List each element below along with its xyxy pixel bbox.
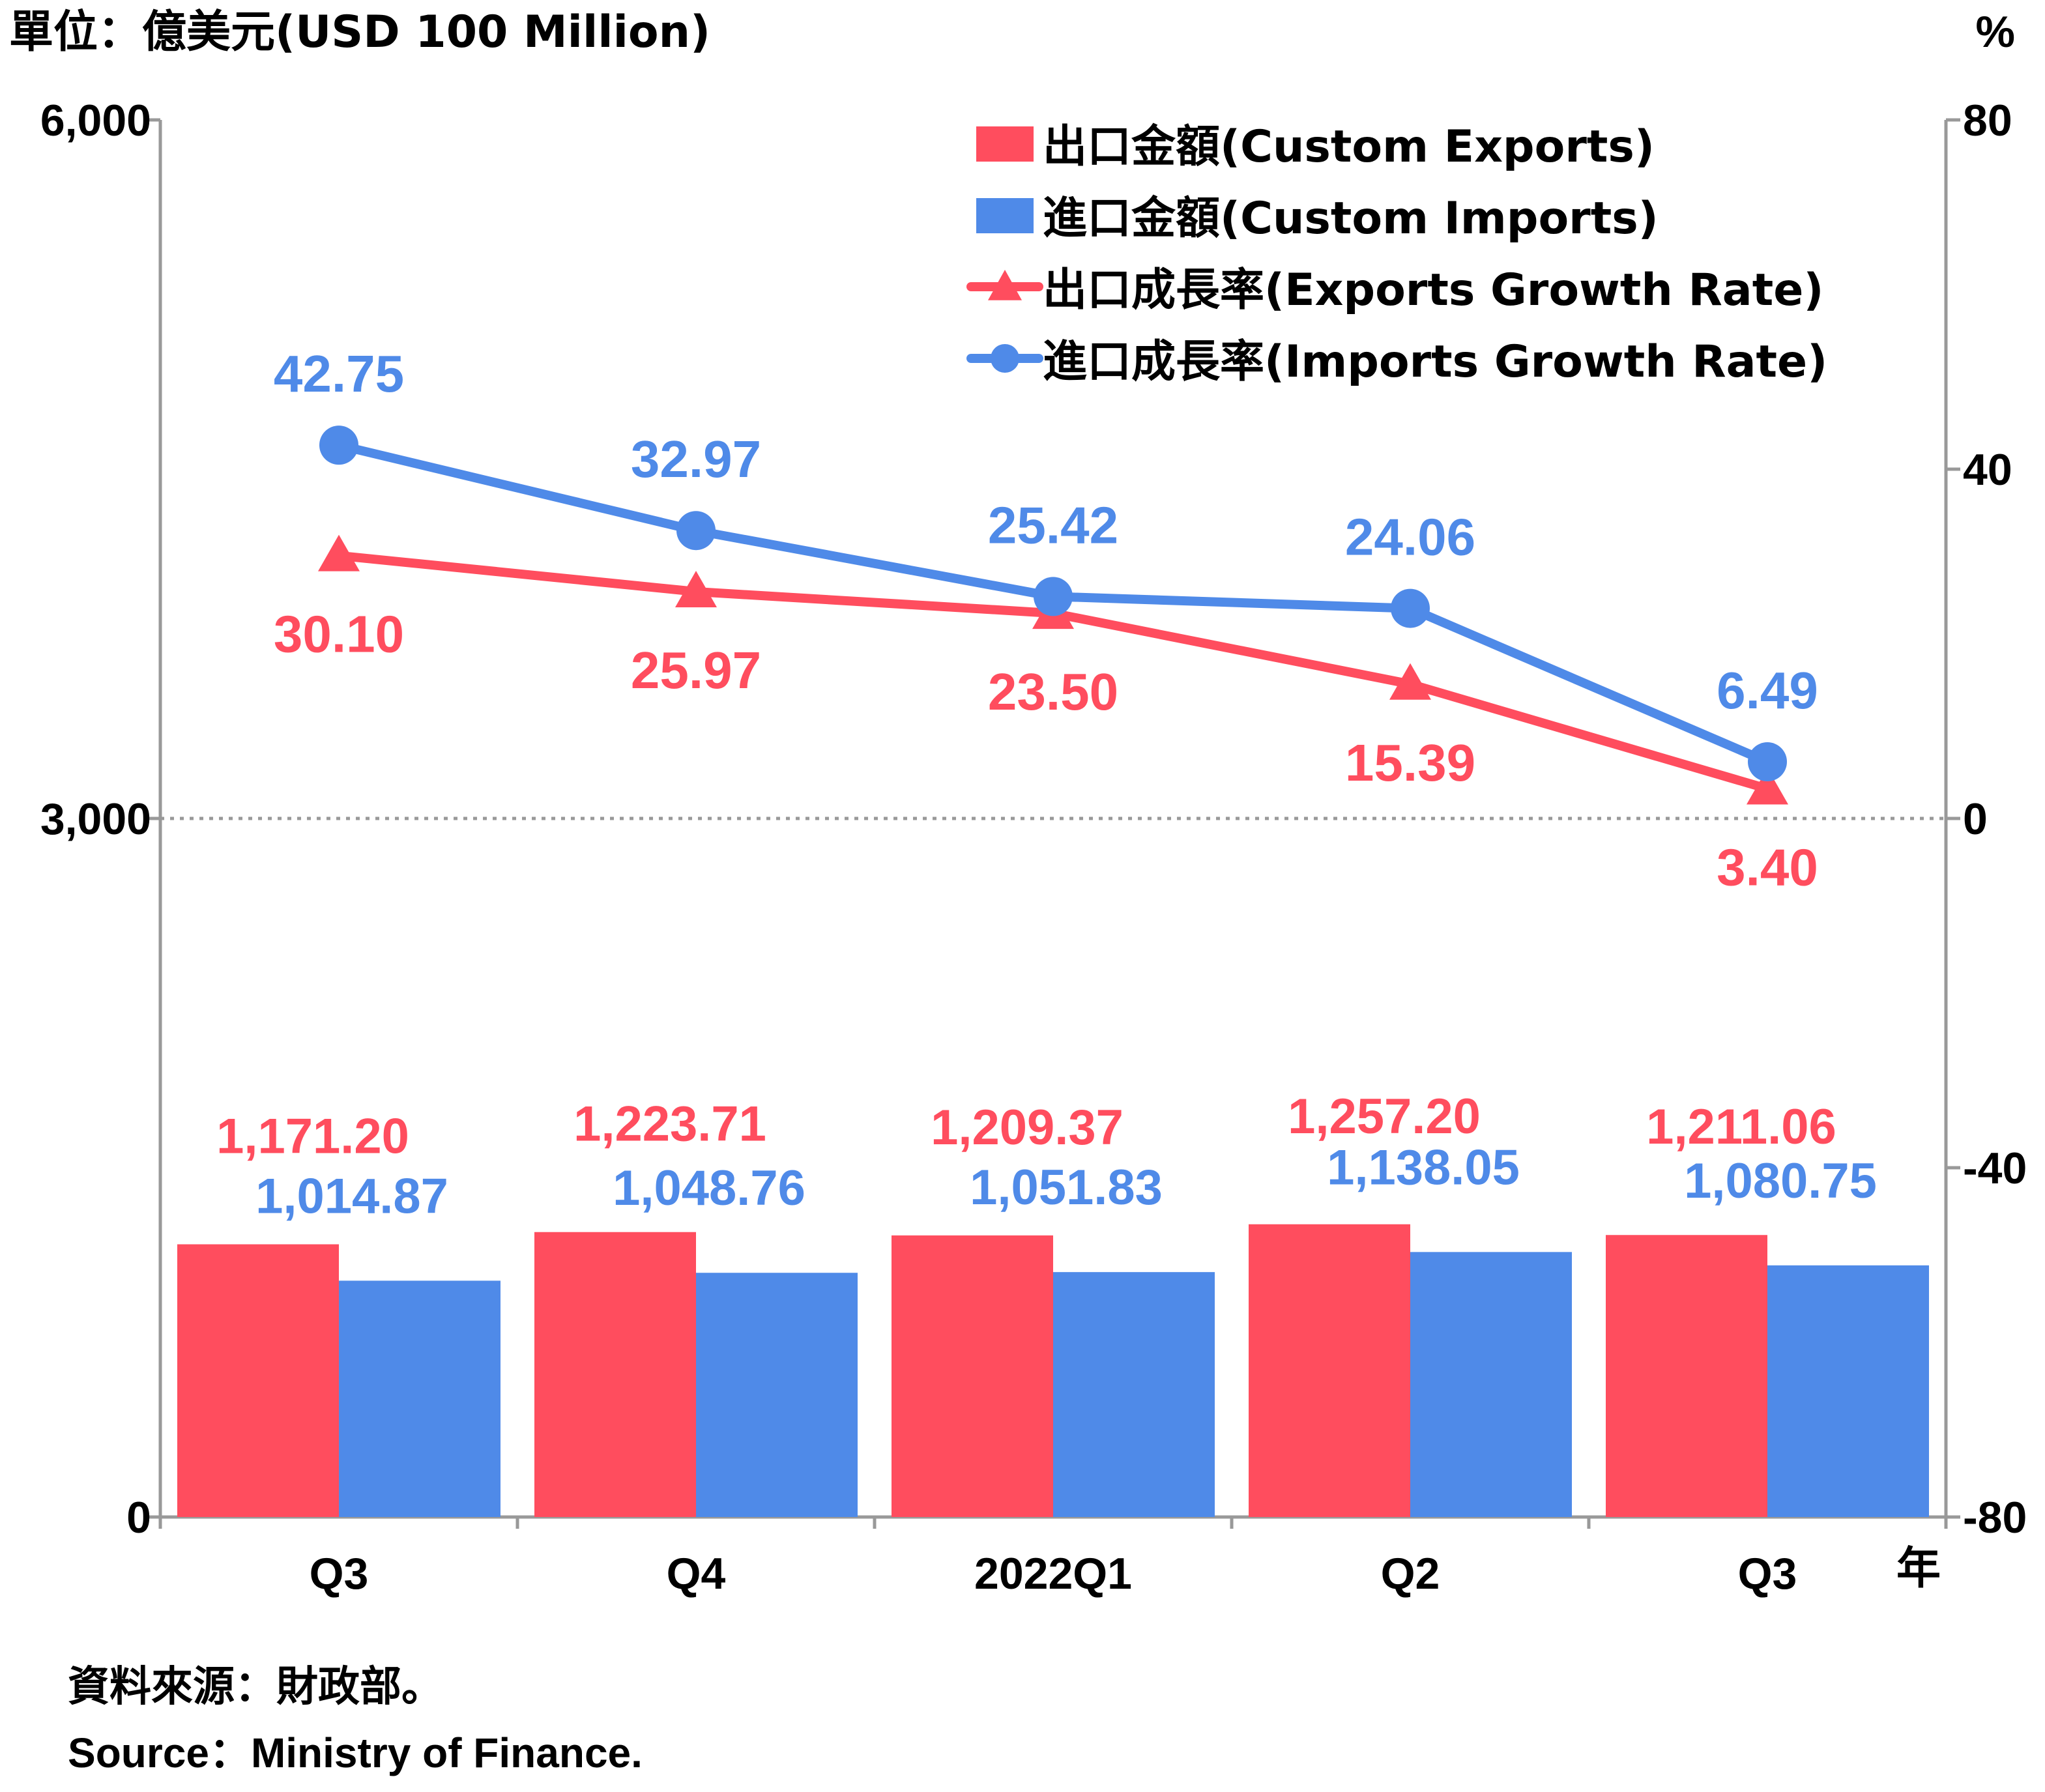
export-value-bar — [1249, 1224, 1410, 1517]
left-axis-tick-label: 6,000 — [40, 96, 151, 145]
import-growth-marker — [319, 426, 358, 465]
legend-triangle-marker — [988, 270, 1022, 300]
left-axis-tick-label: 3,000 — [40, 794, 151, 844]
source-zh: 資料來源：財政部。 — [68, 1663, 443, 1711]
export-growth-label: 15.39 — [1345, 734, 1475, 792]
left-unit-label: 單位：億美元(USD 100 Million) — [9, 7, 710, 58]
export-growth-label: 30.10 — [274, 605, 404, 663]
x-axis-category-label: Q3 — [310, 1549, 369, 1598]
export-value-bar — [177, 1244, 339, 1517]
export-value-bar — [534, 1232, 696, 1517]
legend-entry-label: 進口成長率(Imports Growth Rate) — [1043, 336, 1827, 388]
bar-layer — [177, 1224, 1929, 1517]
legend-circle-marker — [991, 344, 1019, 373]
import-growth-marker — [1748, 742, 1787, 782]
import-value-bar — [696, 1273, 858, 1517]
x-axis-category-label: Q4 — [667, 1549, 726, 1598]
import-value-label: 1,048.76 — [613, 1161, 805, 1216]
export-value-label: 1,171.20 — [216, 1108, 409, 1164]
export-value-bar — [892, 1235, 1053, 1517]
data-label-layer: 1,171.201,014.87 1,223.71 1,048.76 1,209.37… — [216, 345, 1877, 1224]
year-label: 年 — [1896, 1543, 1941, 1595]
legend: 出口金額(Custom Exports) 進口金額(Custom Imports)… — [966, 121, 1827, 388]
right-axis-tick-label: -40 — [1963, 1144, 2027, 1193]
export-growth-marker — [1747, 768, 1788, 805]
export-growth-marker — [1389, 663, 1431, 700]
export-value-label: 1,223.71 — [573, 1097, 766, 1152]
import-growth-label: 24.06 — [1345, 508, 1475, 566]
export-growth-marker — [675, 571, 717, 608]
import-value-label: 1,014.87 — [255, 1168, 448, 1224]
x-axis-category-label: 2022Q1 — [974, 1549, 1132, 1598]
x-axis-category-label: Q2 — [1381, 1549, 1440, 1598]
import-growth-label: 32.97 — [631, 430, 761, 488]
legend-export-value-swatch — [976, 126, 1034, 162]
export-value-label: 1,209.37 — [931, 1100, 1124, 1155]
x-axis-category-label: Q3 — [1738, 1549, 1797, 1598]
export-value-label: 1,211.06 — [1646, 1099, 1836, 1155]
export-growth-label: 23.50 — [988, 663, 1118, 721]
legend-entry-label: 進口金額(Custom Imports) — [1043, 193, 1659, 244]
right-axis-tick-label: 80 — [1963, 96, 2012, 145]
legend-entry-label: 出口成長率(Exports Growth Rate) — [1043, 265, 1823, 316]
right-axis-tick-label: -80 — [1963, 1493, 2027, 1542]
import-growth-label: 25.42 — [988, 496, 1118, 554]
import-growth-marker — [676, 511, 716, 551]
import-value-bar — [1767, 1265, 1929, 1517]
import-growth-marker — [1034, 577, 1073, 616]
export-value-label: 1,257.20 — [1288, 1089, 1481, 1144]
line-layer — [318, 426, 1788, 805]
right-unit-label: % — [1976, 7, 2015, 57]
export-value-bar — [1606, 1235, 1767, 1517]
source-en: Source：Ministry of Finance. — [68, 1729, 643, 1776]
export-growth-label: 3.40 — [1717, 838, 1818, 896]
export-growth-marker — [318, 534, 360, 571]
right-axis-tick-label: 0 — [1963, 794, 1988, 844]
import-value-bar — [1410, 1252, 1572, 1517]
export-growth-label: 25.97 — [631, 641, 761, 699]
import-value-bar — [339, 1280, 500, 1517]
legend-entry-label: 出口金額(Custom Exports) — [1043, 121, 1655, 173]
import-growth-marker — [1391, 588, 1430, 628]
import-value-label: 1,138.05 — [1327, 1140, 1520, 1195]
left-axis-tick-label: 0 — [126, 1493, 151, 1542]
import-value-bar — [1053, 1272, 1215, 1517]
import-growth-label: 42.75 — [274, 345, 404, 403]
import-value-label: 1,051.83 — [970, 1160, 1163, 1215]
legend-import-value-swatch — [976, 198, 1034, 233]
import-value-label: 1,080.75 — [1684, 1153, 1877, 1209]
import-growth-label: 6.49 — [1717, 661, 1818, 719]
right-axis-tick-label: 40 — [1963, 445, 2012, 495]
